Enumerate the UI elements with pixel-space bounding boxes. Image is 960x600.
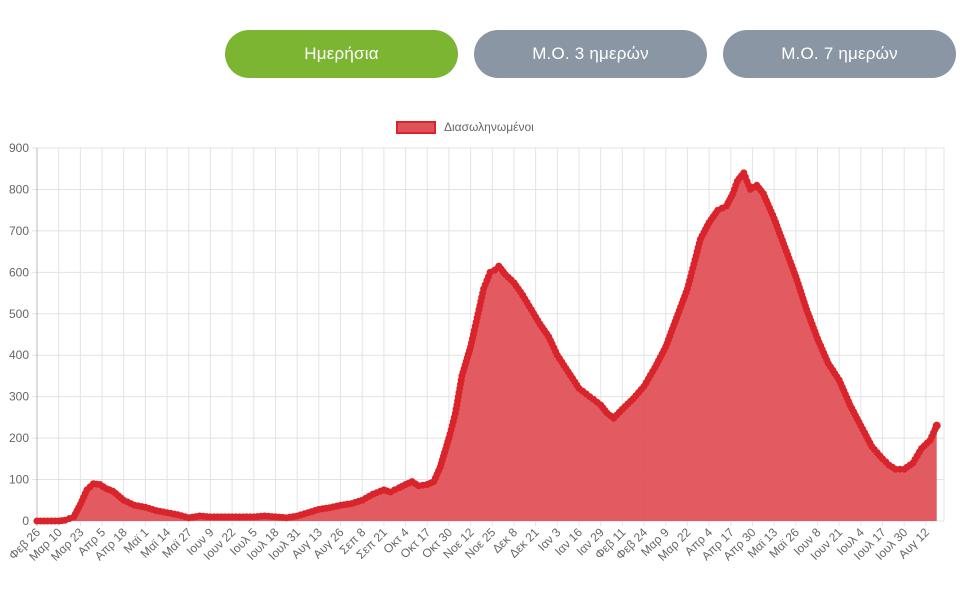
series-area bbox=[37, 172, 937, 521]
y-tick-label: 500 bbox=[9, 307, 29, 321]
y-tick-label: 0 bbox=[22, 514, 29, 528]
y-tick-label: 400 bbox=[9, 348, 29, 362]
y-tick-label: 100 bbox=[9, 473, 29, 487]
legend-swatch bbox=[396, 120, 436, 134]
y-tick-label: 800 bbox=[9, 182, 29, 196]
y-tick-label: 700 bbox=[9, 224, 29, 238]
chart-legend[interactable]: Διασωληνωμένοι bbox=[396, 120, 534, 134]
data-points bbox=[33, 169, 941, 525]
y-tick-label: 300 bbox=[9, 390, 29, 404]
daily-button[interactable]: Ημερήσια bbox=[225, 30, 458, 78]
legend-label: Διασωληνωμένοι bbox=[444, 120, 534, 134]
y-tick-label: 200 bbox=[9, 431, 29, 445]
avg-7-days-button[interactable]: Μ.Ο. 7 ημερών bbox=[723, 30, 956, 78]
y-tick-label: 900 bbox=[9, 141, 29, 155]
avg-3-days-button[interactable]: Μ.Ο. 3 ημερών bbox=[474, 30, 707, 78]
y-tick-label: 600 bbox=[9, 265, 29, 279]
